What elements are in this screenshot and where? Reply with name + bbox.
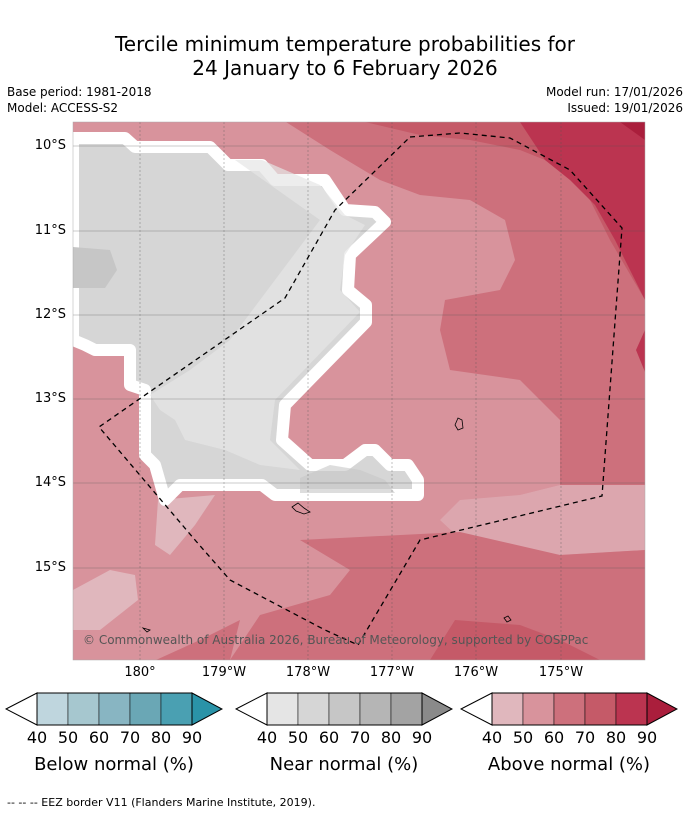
- above-normal-40-region: [440, 485, 645, 555]
- tick-below-60: 60: [88, 728, 110, 747]
- lat-label-15s: 15°S: [34, 560, 66, 575]
- colorbar-below-normal-min-arrow: [5, 692, 38, 726]
- tick-above-90: 90: [636, 728, 658, 747]
- lat-label-11s: 11°S: [34, 223, 66, 238]
- above-normal-60-south: [230, 532, 645, 660]
- colorbar-near-normal: [235, 692, 453, 726]
- colorbar-swatch: [390, 692, 423, 726]
- tick-below-70: 70: [119, 728, 141, 747]
- tick-near-40: 40: [256, 728, 278, 747]
- above-normal-70-south: [430, 620, 600, 660]
- colorbar-above-normal: [460, 692, 678, 726]
- colorbar-swatch: [98, 692, 131, 726]
- above-normal-80-edge: [636, 330, 645, 372]
- above-normal-90-region: [620, 122, 645, 140]
- tick-above-70: 70: [574, 728, 596, 747]
- near-normal-label: Near normal (%): [269, 754, 419, 775]
- colorbar-swatch: [160, 692, 193, 726]
- tick-above-60: 60: [543, 728, 565, 747]
- lat-label-13s: 13°S: [34, 391, 66, 406]
- colorbar-swatch: [491, 692, 524, 726]
- meta-right: Model run: 17/01/2026 Issued: 19/01/2026: [546, 84, 683, 116]
- model-run: Model run: 17/01/2026: [545, 85, 683, 99]
- colorbar-below-normal: [5, 692, 223, 726]
- colorbar-below-normal-swatches: [36, 692, 193, 726]
- probability-field: [73, 122, 645, 660]
- colorbar-above-normal-max-arrow: [646, 692, 678, 726]
- gridlines: [73, 122, 645, 660]
- above-normal-40-west: [73, 570, 138, 630]
- lat-label-10s: 10°S: [34, 138, 66, 153]
- island-outline-3: [503, 615, 512, 623]
- above-normal-60-region: [286, 122, 645, 485]
- copyright-notice: © Commonwealth of Australia 2026, Bureau…: [83, 633, 589, 647]
- tick-near-90: 90: [411, 728, 433, 747]
- colorbar-swatch: [615, 692, 648, 726]
- title-line-2: 24 January to 6 February 2026: [192, 56, 498, 80]
- tick-near-60: 60: [318, 728, 340, 747]
- lon-label-179w: 179°W: [201, 665, 247, 680]
- above-normal-40-patch: [155, 495, 215, 555]
- meta-left: Base period: 1981-2018 Model: ACCESS-S2: [7, 84, 152, 116]
- colorbar-swatch: [328, 692, 361, 726]
- island-outline-4: [141, 627, 151, 633]
- tick-below-50: 50: [57, 728, 79, 747]
- tick-below-90: 90: [181, 728, 203, 747]
- tick-below-40: 40: [26, 728, 48, 747]
- tick-near-50: 50: [287, 728, 309, 747]
- eez-footer-note: -- -- -- EEZ border V11 (Flanders Marine…: [7, 796, 316, 809]
- tick-above-50: 50: [512, 728, 534, 747]
- colorbar-below-normal-max-arrow: [191, 692, 223, 726]
- colorbar-near-normal-swatches: [266, 692, 423, 726]
- below-normal-label: Below normal (%): [34, 754, 194, 775]
- colorbar-swatch: [266, 692, 299, 726]
- tick-above-80: 80: [605, 728, 627, 747]
- base-period: Base period: 1981-2018: [7, 85, 152, 99]
- colorbar-swatch: [67, 692, 100, 726]
- colorbar-near-normal-max-arrow: [421, 692, 453, 726]
- lon-label-175w: 175°W: [538, 665, 584, 680]
- map-canvas: [72, 121, 646, 661]
- near-normal-60-patch-south: [300, 465, 395, 493]
- colorbar-swatch: [584, 692, 617, 726]
- colorbar-swatch: [359, 692, 392, 726]
- lat-label-12s: 12°S: [34, 307, 66, 322]
- colorbar-swatch: [297, 692, 330, 726]
- lat-label-14s: 14°S: [34, 475, 66, 490]
- above-normal-80-region: [520, 122, 645, 300]
- near-normal-60-patch: [73, 247, 117, 288]
- island-outline: [454, 417, 464, 431]
- lon-label-177w: 177°W: [369, 665, 415, 680]
- map-title: Tercile minimum temperature probabilitie…: [0, 32, 690, 80]
- lon-label-178w: 178°W: [285, 665, 331, 680]
- colorbar-swatch: [522, 692, 555, 726]
- colorbar-swatch: [36, 692, 69, 726]
- colorbar-above-normal-min-arrow: [460, 692, 493, 726]
- lon-label-180: 180°: [124, 665, 156, 680]
- tick-near-70: 70: [349, 728, 371, 747]
- colorbar-swatch: [129, 692, 162, 726]
- model-name: Model: ACCESS-S2: [7, 101, 119, 115]
- issued-date: Issued: 19/01/2026: [567, 101, 683, 115]
- lon-label-176w: 176°W: [453, 665, 499, 680]
- island-outline-2: [291, 502, 311, 515]
- above-normal-label: Above normal (%): [487, 754, 651, 775]
- tick-above-40: 40: [481, 728, 503, 747]
- colorbar-swatch: [553, 692, 586, 726]
- above-normal-60-sw: [156, 620, 240, 660]
- tick-below-80: 80: [150, 728, 172, 747]
- title-line-1: Tercile minimum temperature probabilitie…: [114, 32, 576, 56]
- tick-near-80: 80: [380, 728, 402, 747]
- map-frame: [72, 121, 646, 661]
- colorbar-above-normal-swatches: [491, 692, 648, 726]
- colorbar-near-normal-min-arrow: [235, 692, 268, 726]
